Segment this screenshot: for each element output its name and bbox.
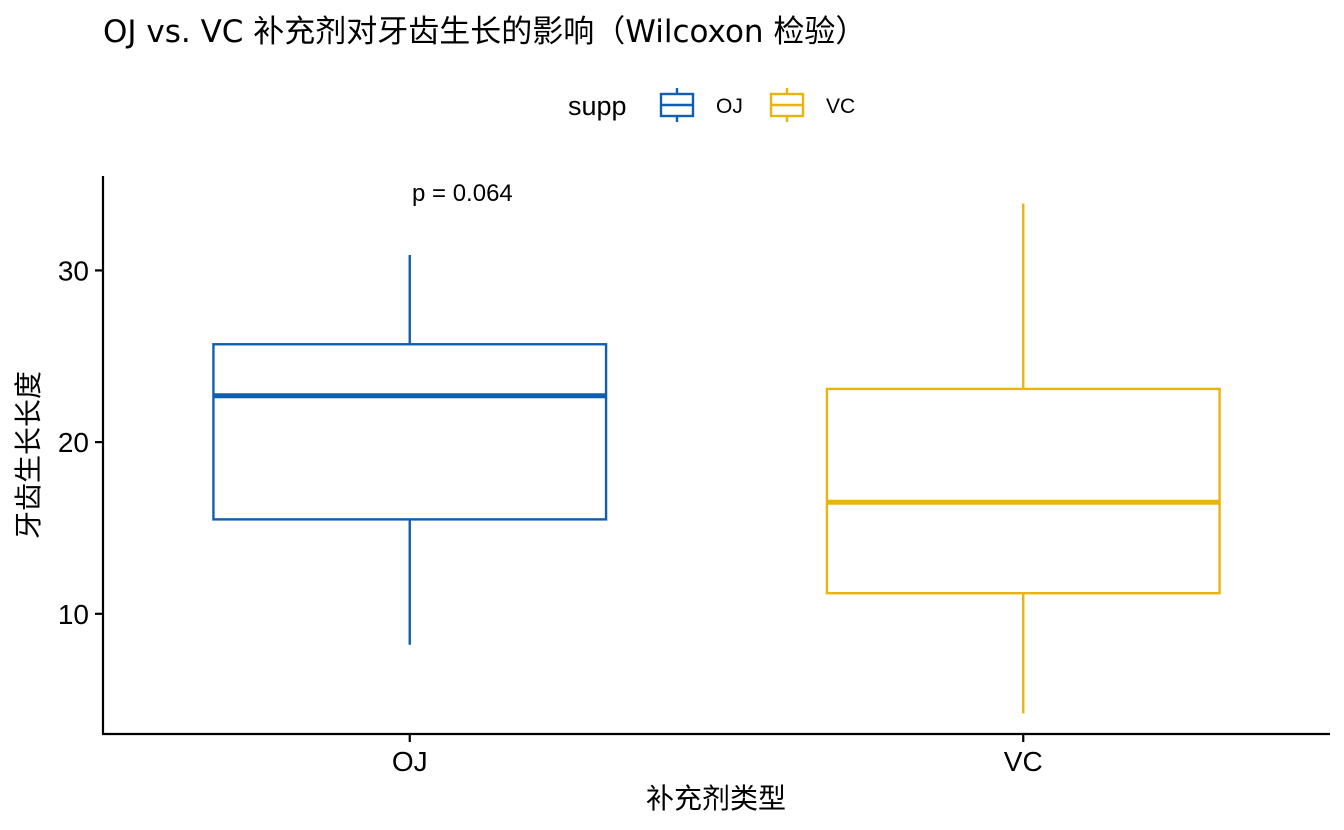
y-axis-title: 牙齿生长长度 [12,371,45,539]
x-axis-title: 补充剂类型 [646,782,786,815]
y-axis-ticks: 10 20 30 [58,255,103,630]
p-value-annotation: p = 0.064 [412,180,513,207]
legend: supp OJ VC [568,88,855,122]
y-tick-label: 30 [58,255,89,286]
legend-entry-oj: OJ [659,88,743,122]
legend-label: OJ [716,95,743,118]
x-tick-label: VC [1004,746,1043,777]
box-iqr [212,343,608,521]
plot-area: 10 20 30 OJ VC p = 0.064 [58,176,1330,777]
box-oj [212,254,608,645]
y-tick-label: 20 [58,427,89,458]
x-axis-ticks: OJ VC [392,734,1043,777]
legend-entry-vc: VC [769,88,855,122]
legend-title: supp [568,91,627,121]
y-tick-label: 10 [58,599,89,630]
box-vc [825,203,1221,714]
legend-label: VC [826,95,855,118]
x-tick-label: OJ [392,746,428,777]
boxplot-series [212,203,1221,714]
box-iqr [825,387,1221,595]
legend-entries: OJ VC [659,88,855,122]
chart-title: OJ vs. VC 补充剂对牙齿生长的影响（Wilcoxon 检验） [103,14,866,50]
